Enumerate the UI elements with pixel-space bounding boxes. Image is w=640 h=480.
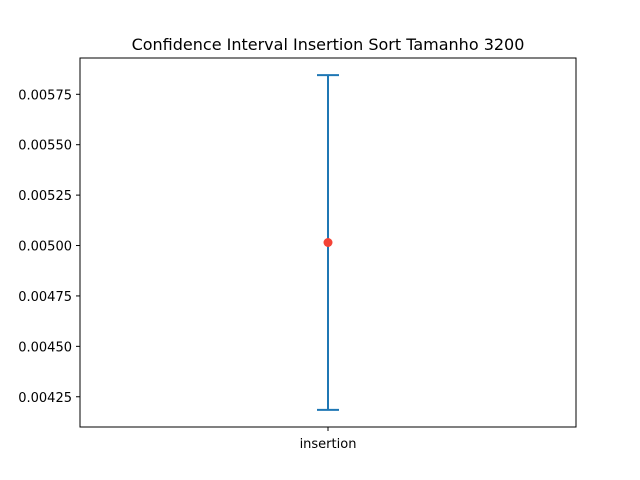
plot-area [317,74,339,411]
y-tick-label: 0.00425 [18,391,72,406]
chart-title: Confidence Interval Insertion Sort Taman… [132,35,525,54]
axes: 0.00425 0.00450 0.00475 0.00500 0.00525 0.005… [18,57,577,452]
y-tick-label: 0.00550 [18,139,72,154]
y-tick-label: 0.00450 [18,340,72,355]
y-tick-label: 0.00525 [18,189,72,204]
y-tick-label: 0.00475 [18,290,72,305]
x-tick-label: insertion [300,437,357,452]
y-tick-label: 0.00500 [18,240,72,255]
y-tick-label: 0.00575 [18,88,72,103]
mean-point [323,238,333,247]
